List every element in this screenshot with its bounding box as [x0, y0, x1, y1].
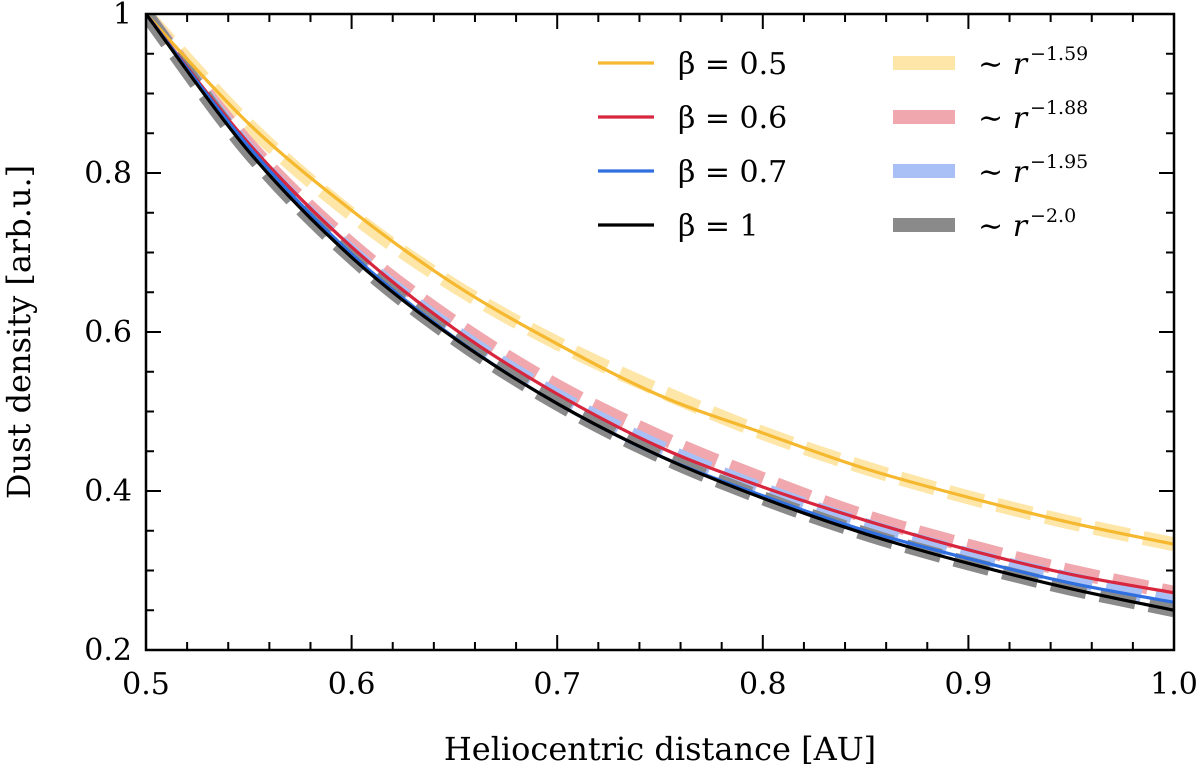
- tick-labels: 0.5 0.6 0.7 0.8 0.9 1.0 0.2 0.4 0.6 0.8 1: [84, 0, 1198, 702]
- fit-curve-r-1_59: [146, 14, 1174, 552]
- legend-label: β = 0.6: [678, 101, 787, 136]
- legend-label: ∼ r −1.95: [978, 151, 1088, 190]
- y-tick-label: 0.4: [84, 474, 132, 509]
- x-tick-label: 1.0: [1150, 667, 1198, 702]
- y-axis-title: Dust density [arb.u.]: [0, 165, 38, 499]
- y-tick-label: 1: [113, 0, 132, 32]
- x-tick-label: 0.8: [739, 667, 787, 702]
- plot-frame: [144, 12, 1176, 652]
- y-tick-label: 0.2: [84, 633, 132, 668]
- legend-label: β = 0.7: [678, 155, 787, 190]
- x-axis-title: Heliocentric distance [AU]: [444, 730, 876, 768]
- y-tick-label: 0.6: [84, 315, 132, 350]
- model-curve-0_6: [146, 14, 1174, 595]
- x-tick-label: 0.7: [533, 667, 581, 702]
- x-tick-label: 0.5: [122, 667, 170, 702]
- data-series: [146, 14, 1174, 618]
- model-curve-0_5: [146, 14, 1174, 546]
- y-tick-label: 0.8: [84, 156, 132, 191]
- tick-marks: [145, 13, 1175, 651]
- legend-label: ∼ r −1.88: [978, 97, 1088, 136]
- legend: β = 0.5 β = 0.6 β = 0.7 β = 1 ∼ r −1.59 ∼ r −1.…: [598, 43, 1088, 244]
- legend-label: β = 1: [678, 209, 759, 244]
- x-tick-label: 0.9: [945, 667, 993, 702]
- model-curve-1: [146, 14, 1174, 612]
- legend-label: ∼ r −1.59: [978, 43, 1088, 82]
- fit-curve-r-1_88: [146, 14, 1174, 600]
- legend-label: ∼ r −2.0: [978, 205, 1076, 244]
- legend-label: β = 0.5: [678, 47, 787, 82]
- x-tick-label: 0.6: [328, 667, 376, 702]
